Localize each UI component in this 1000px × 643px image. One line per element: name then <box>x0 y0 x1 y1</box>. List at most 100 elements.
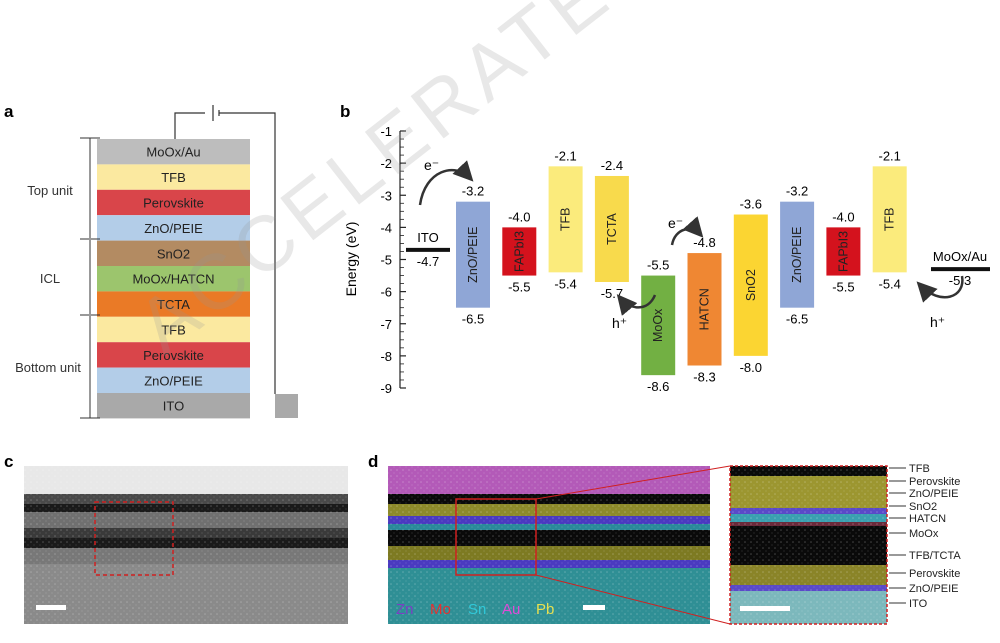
energy-top-label: -3.2 <box>462 184 484 199</box>
stack-layer <box>97 367 250 393</box>
panel-a: MoOx/Au TFB Perovskite ZnO/PEIE SnO2 MoOx/HAT… <box>15 105 298 419</box>
eds-texture <box>388 466 710 624</box>
annotation-electron-1: e⁻ <box>424 157 439 173</box>
y-tick-label: -4 <box>380 220 392 235</box>
substrate <box>275 394 298 418</box>
y-tick-label: -8 <box>380 349 392 364</box>
energy-top-label: -3.2 <box>786 184 808 199</box>
stack-layer-label: TFB <box>161 170 186 185</box>
energy-bottom-label: -8.0 <box>740 360 762 375</box>
stack-layer-label: SnO2 <box>157 246 190 261</box>
stack-layer <box>97 189 250 216</box>
panel-b: -1 -2 -3 -4 -5 -6 -7 -8 -9 Energy (eV) ZnO/PEIE -… <box>343 124 990 396</box>
stack-layer <box>97 342 250 368</box>
scale-bar-d <box>583 605 605 610</box>
energy-bottom-label: -6.5 <box>462 312 484 327</box>
panel-label-b: b <box>340 102 350 121</box>
energy-bar <box>872 166 907 273</box>
annotation-hole-2: h⁺ <box>930 314 945 330</box>
energy-top-label: -4.0 <box>508 209 530 224</box>
energy-top-label: -5.5 <box>647 258 669 273</box>
hole-arrow-1 <box>616 294 657 316</box>
scale-bar-inset <box>740 606 790 611</box>
scale-bar-c <box>36 605 66 610</box>
stack-layer-label: ITO <box>163 399 184 414</box>
energy-bar <box>641 275 676 376</box>
energy-top-label: -3.6 <box>740 197 762 212</box>
inset-label: MoOx <box>909 528 939 540</box>
energy-top-label: -2.1 <box>878 148 900 163</box>
energy-bottom-label: -8.6 <box>647 379 669 394</box>
stack-layer <box>97 266 250 292</box>
stack-layer-label: TCTA <box>157 297 190 312</box>
energy-bar-label: FAPbI3 <box>512 231 526 272</box>
electrode-value: -4.7 <box>417 254 439 269</box>
inset-label: TFB/TCTA <box>909 550 961 562</box>
stack-layer-label: MoOx/Au <box>146 145 200 160</box>
stack-layer-label: ZnO/PEIE <box>144 373 203 388</box>
energy-bar <box>502 227 537 276</box>
energy-bar-label: ZnO/PEIE <box>790 227 804 283</box>
inset-label: TFB <box>909 463 930 475</box>
energy-top-label: -2.1 <box>554 148 576 163</box>
legend-entry: Zn <box>396 601 414 618</box>
group-label-top: Top unit <box>27 183 73 198</box>
electrode-value: -5.3 <box>949 273 971 288</box>
panel-label-d: d <box>368 452 378 471</box>
inset-label: SnO2 <box>909 501 937 513</box>
energy-bar-label: FAPbI3 <box>836 231 850 272</box>
energy-top-label: -4.0 <box>832 209 854 224</box>
annotation-electron-2: e⁻ <box>668 215 683 231</box>
circuit-wire <box>174 105 276 394</box>
panel-c <box>24 466 348 624</box>
y-tick-label: -6 <box>380 285 392 300</box>
stack-layer <box>97 316 250 343</box>
energy-bar-label: SnO2 <box>744 269 758 301</box>
panel-label-c: c <box>4 452 13 471</box>
energy-bar-label: MoOx <box>651 308 665 342</box>
stack-layer-label: Perovskite <box>143 348 204 363</box>
legend-entry: Pb <box>536 601 554 618</box>
energy-bar <box>687 253 722 366</box>
stack-layer-label: ZnO/PEIE <box>144 221 203 236</box>
hole-arrow-2 <box>916 275 964 303</box>
y-tick-label: -7 <box>380 317 392 332</box>
stack-layer <box>97 291 250 317</box>
stack-layer <box>97 139 250 165</box>
eds-roi <box>455 498 537 576</box>
eds-legend: Zn Mo Sn Au Pb <box>396 601 554 618</box>
stack-layer-label: MoOx/HATCN <box>132 272 214 287</box>
group-label-icl: ICL <box>40 271 60 286</box>
energy-bar <box>733 214 768 356</box>
electrode-name: ITO <box>417 230 438 245</box>
energy-bar-label: HATCN <box>698 288 712 330</box>
zoom-line-top <box>535 465 731 500</box>
legend-entry: Sn <box>468 601 486 618</box>
energy-bar-label: TFB <box>883 208 897 232</box>
y-tick-label: -2 <box>380 156 392 171</box>
inset-labels: TFBPerovskiteZnO/PEIESnO2HATCNMoOxTFB/TC… <box>889 463 961 610</box>
energy-top-label: -4.8 <box>693 235 715 250</box>
energy-bottom-label: -5.4 <box>554 276 576 291</box>
energy-bottom-label: -5.4 <box>878 276 900 291</box>
group-brackets <box>80 137 100 419</box>
energy-bar <box>780 201 815 308</box>
energy-bottom-label: -5.5 <box>508 280 530 295</box>
energy-top-label: -2.4 <box>601 158 623 173</box>
legend-entry: Mo <box>430 601 451 618</box>
stack-layer <box>97 393 250 419</box>
energy-bars: ZnO/PEIE -3.2 -6.5 FAPbI3 -4.0 -5.5 TFB -2.1 -5.… <box>456 148 907 394</box>
device-stack: MoOx/Au TFB Perovskite ZnO/PEIE SnO2 MoOx/HAT… <box>97 139 250 419</box>
stack-layer-label: TFB <box>161 323 186 338</box>
inset-label: Perovskite <box>909 476 960 488</box>
energy-bar-label: TCTA <box>605 212 619 244</box>
zoom-line-bottom <box>535 574 731 625</box>
energy-bar-label: ZnO/PEIE <box>466 227 480 283</box>
energy-bar-label: TFB <box>559 208 573 232</box>
tem-texture <box>24 466 348 624</box>
energy-bar <box>826 227 861 276</box>
electron-arrow-2 <box>670 216 704 246</box>
stack-layer-label: Perovskite <box>143 196 204 211</box>
energy-bottom-label: -5.5 <box>832 280 854 295</box>
inset-texture <box>730 466 887 624</box>
